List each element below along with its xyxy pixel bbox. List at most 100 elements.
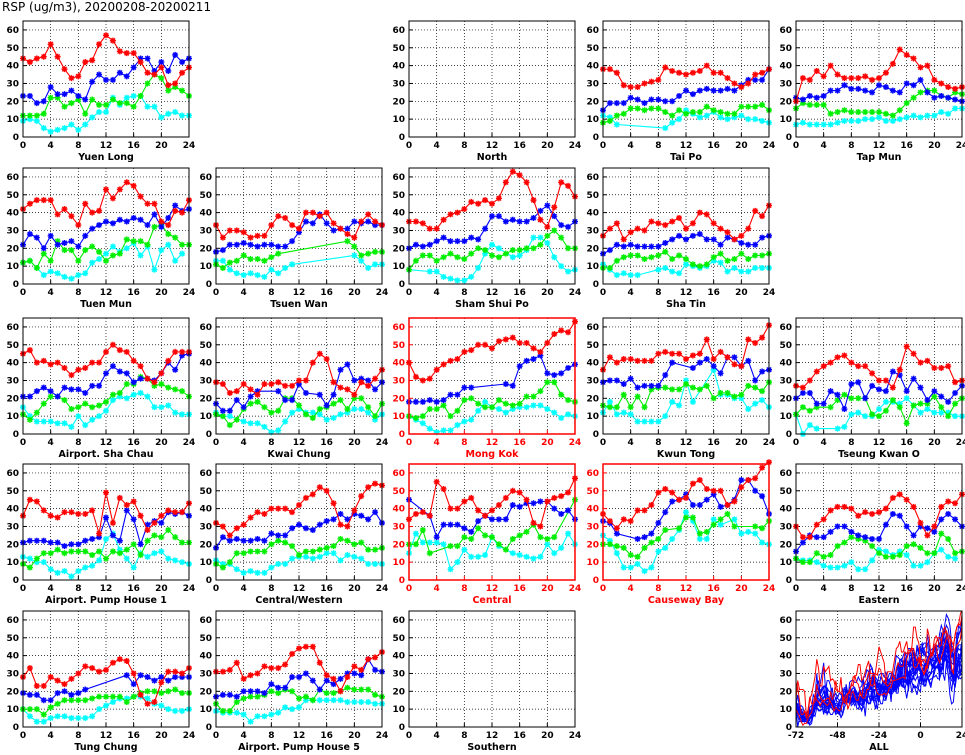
data-point-marker [54, 238, 61, 245]
data-point-marker [130, 182, 137, 189]
data-point-marker [89, 78, 96, 85]
data-point-marker [869, 510, 876, 517]
data-point-marker [344, 361, 351, 368]
y-tick-label: 20 [392, 394, 405, 404]
data-point-marker [662, 239, 669, 246]
data-point-marker [165, 241, 172, 248]
data-point-marker [103, 76, 109, 83]
data-point-marker [882, 407, 889, 414]
data-point-marker [89, 243, 96, 250]
panel-title: Tsuen Wan [270, 299, 328, 310]
data-point-marker [316, 546, 323, 553]
data-point-marker [289, 543, 296, 550]
data-point-marker [275, 427, 282, 434]
data-point-marker [931, 523, 938, 530]
data-point-marker [412, 541, 419, 548]
data-point-marker [247, 688, 254, 695]
data-point-marker [745, 268, 752, 275]
data-point-marker [917, 409, 924, 416]
data-point-marker [89, 96, 96, 103]
data-point-marker [662, 222, 669, 229]
data-point-marker [717, 521, 724, 528]
data-point-marker [151, 200, 158, 207]
data-point-marker [226, 266, 233, 273]
data-point-marker [683, 514, 689, 521]
data-point-marker [841, 406, 848, 413]
data-point-marker [268, 564, 275, 571]
data-point-marker [676, 214, 683, 221]
data-point-marker [116, 693, 123, 700]
data-point-marker [502, 250, 509, 257]
data-point-marker [530, 245, 537, 252]
data-point-marker [75, 243, 82, 250]
data-point-marker [296, 402, 302, 409]
data-point-marker [426, 252, 433, 259]
data-point-marker [123, 236, 130, 243]
data-point-marker [876, 75, 882, 82]
data-point-marker [179, 559, 186, 566]
y-tick-label: 30 [392, 79, 405, 89]
y-tick-label: 0 [13, 576, 19, 586]
data-point-marker [724, 85, 731, 92]
data-point-marker [717, 259, 724, 266]
data-point-marker [447, 250, 454, 257]
x-tick-label: 24 [763, 584, 776, 594]
data-point-marker [620, 243, 627, 250]
data-point-marker [96, 706, 103, 713]
data-point-marker [282, 661, 289, 668]
data-point-marker [372, 416, 379, 423]
data-point-marker [372, 386, 379, 393]
data-point-marker [179, 59, 186, 66]
y-tick-label: 0 [13, 280, 19, 290]
data-point-marker [703, 62, 710, 69]
data-point-marker [137, 59, 144, 66]
data-point-marker [296, 695, 302, 702]
data-point-marker [275, 537, 282, 544]
data-point-marker [165, 67, 172, 74]
data-point-marker [696, 263, 703, 270]
data-point-marker [47, 566, 54, 573]
x-tick-label: 12 [680, 438, 693, 448]
data-point-marker [516, 489, 523, 496]
data-point-marker [96, 413, 103, 420]
data-point-marker [372, 261, 379, 268]
x-tick-label: 4 [48, 288, 54, 298]
data-point-marker [468, 528, 475, 535]
data-point-marker [759, 525, 766, 532]
data-point-marker [613, 404, 620, 411]
data-point-marker [233, 659, 240, 666]
data-point-marker [938, 364, 945, 371]
data-point-marker [33, 682, 40, 689]
data-point-marker [254, 713, 261, 720]
data-point-marker [482, 552, 489, 559]
y-tick-label: 0 [13, 133, 19, 143]
data-point-marker [717, 241, 724, 248]
data-point-marker [613, 220, 620, 227]
data-point-marker [613, 411, 620, 418]
data-point-marker [365, 382, 372, 389]
data-point-marker [509, 535, 516, 542]
data-point-marker [495, 195, 502, 202]
data-point-marker [226, 559, 233, 566]
data-point-marker [68, 238, 75, 245]
data-point-marker [433, 406, 440, 413]
x-tick-label: 12 [486, 141, 499, 151]
x-tick-label: 20 [928, 584, 941, 594]
data-point-marker [509, 334, 516, 341]
data-point-marker [179, 250, 186, 257]
data-point-marker [337, 397, 344, 404]
data-point-marker [689, 518, 696, 525]
data-point-marker [337, 697, 344, 704]
data-point-marker [924, 357, 931, 364]
data-point-marker [724, 354, 731, 361]
data-point-marker [710, 254, 717, 261]
data-point-marker [26, 413, 33, 420]
panel-title: Tseung Kwan O [838, 449, 920, 460]
series-day-4 [213, 350, 385, 398]
data-point-marker [461, 256, 468, 263]
data-point-marker [454, 407, 461, 414]
